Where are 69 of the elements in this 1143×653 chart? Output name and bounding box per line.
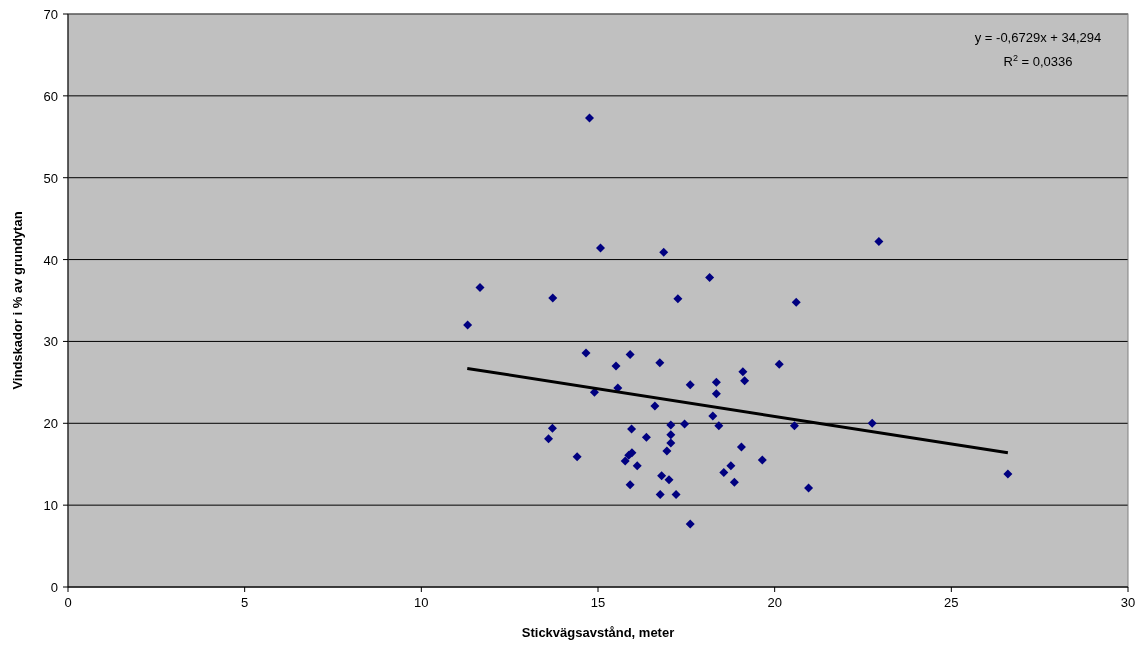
point xyxy=(874,237,884,247)
point xyxy=(789,421,799,431)
point xyxy=(740,376,750,386)
annotation: y = -0,6729x + 34,294 xyxy=(974,30,1102,45)
point xyxy=(547,423,557,433)
point xyxy=(736,442,746,452)
point xyxy=(572,452,582,462)
y-tick-label: 60 xyxy=(43,88,58,104)
point xyxy=(774,359,784,369)
x-tick-label: 15 xyxy=(590,595,606,610)
point xyxy=(666,430,676,440)
y-tick-label: 40 xyxy=(43,252,58,268)
y-tick-label: 20 xyxy=(43,416,58,432)
point xyxy=(463,320,473,330)
point xyxy=(685,380,695,390)
y-tick-label: 10 xyxy=(43,498,58,514)
point xyxy=(671,490,681,499)
x-axis-title: Stickvägsavstånd, meter xyxy=(521,625,675,640)
point xyxy=(475,282,485,292)
point xyxy=(581,348,591,358)
y-axis-title: Vindskador i % av grundytan xyxy=(10,211,25,390)
point xyxy=(726,461,736,471)
point xyxy=(1003,469,1013,479)
x-tick-label: 0 xyxy=(64,595,72,610)
point xyxy=(673,294,683,304)
y-tick-label: 0 xyxy=(50,580,58,595)
point xyxy=(620,456,630,466)
y-tick-label: 30 xyxy=(43,334,58,350)
point xyxy=(625,350,635,360)
point xyxy=(544,434,554,444)
point xyxy=(625,480,635,490)
y-tick-label: 50 xyxy=(43,170,58,186)
point xyxy=(657,471,667,481)
point xyxy=(627,424,637,434)
point xyxy=(711,377,721,387)
point xyxy=(664,475,674,485)
point xyxy=(680,419,690,429)
point xyxy=(705,273,715,283)
point xyxy=(585,113,595,123)
point xyxy=(729,477,739,487)
point xyxy=(641,432,651,442)
x-tick-label: 5 xyxy=(241,595,249,610)
point xyxy=(867,418,877,428)
x-tick-label: 25 xyxy=(944,595,959,610)
point xyxy=(595,243,605,253)
point xyxy=(655,358,665,368)
annotation: R$^{2}$ = 0,0336 xyxy=(1003,53,1073,69)
point xyxy=(757,455,767,465)
point xyxy=(659,247,669,257)
point xyxy=(714,421,724,431)
point xyxy=(685,519,695,529)
point xyxy=(632,461,642,471)
point xyxy=(791,297,801,307)
point xyxy=(650,401,660,411)
point xyxy=(655,490,665,499)
x-tick-label: 20 xyxy=(767,595,782,610)
point xyxy=(548,293,558,303)
point xyxy=(611,361,621,371)
x-tick-label: 30 xyxy=(1120,595,1136,610)
point xyxy=(666,438,676,448)
point xyxy=(666,420,676,430)
point xyxy=(711,389,721,399)
point xyxy=(662,446,672,456)
y-tick-label: 70 xyxy=(43,7,58,22)
point xyxy=(708,411,718,421)
point xyxy=(738,367,748,377)
point xyxy=(804,483,814,493)
point xyxy=(719,467,729,477)
x-tick-label: 10 xyxy=(414,595,429,610)
